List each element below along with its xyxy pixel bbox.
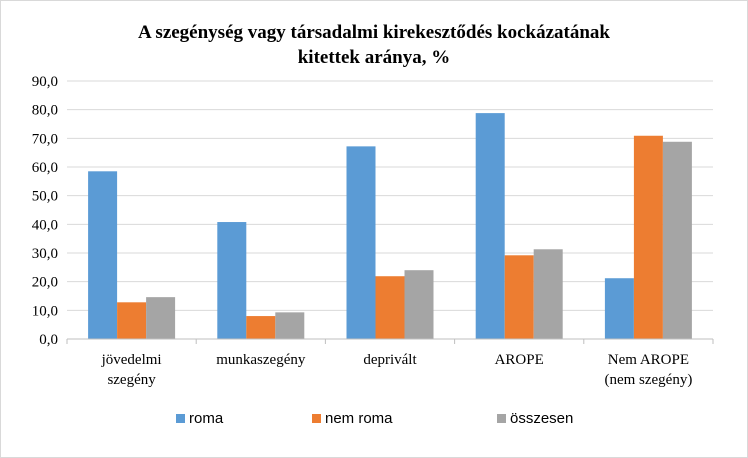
legend-swatch — [312, 414, 321, 423]
y-tick-label: 50,0 — [32, 189, 58, 205]
bar-összesen — [662, 141, 692, 339]
gridlines — [67, 80, 713, 311]
bar-nem-roma — [117, 302, 147, 339]
chart-title-line-1: A szegénység vagy társadalmi kirekesztőd… — [138, 22, 610, 43]
bar-összesen — [533, 249, 563, 339]
x-category-label: AROPE — [495, 352, 544, 368]
y-axis-ticks: 0,0 10,0 20,0 30,0 40,0 50,0 60,0 70,0 80,0 90,0 — [32, 74, 58, 348]
bar-nem-roma — [504, 255, 534, 339]
chart-title-line-2: kitettek aránya, % — [298, 47, 451, 68]
legend-label: roma — [189, 410, 224, 427]
bar-roma — [475, 113, 505, 340]
bar-összesen — [146, 297, 176, 339]
x-category-label: jövedelmi — [101, 352, 162, 368]
legend: roma nem roma összesen — [176, 410, 573, 427]
bar-roma — [604, 278, 634, 339]
bar-roma — [346, 146, 376, 339]
bar-nem-roma — [375, 276, 405, 339]
y-tick-label: 90,0 — [32, 74, 58, 90]
x-category-label: (nem szegény) — [604, 372, 692, 388]
y-tick-label: 70,0 — [32, 131, 58, 147]
y-tick-label: 80,0 — [32, 103, 58, 119]
legend-label: összesen — [510, 410, 573, 427]
x-axis-labels: jövedelmi szegény munkaszegény deprivált ARO… — [101, 352, 693, 388]
x-category-label: deprivált — [363, 352, 417, 368]
y-tick-label: 60,0 — [32, 160, 58, 176]
legend-label: nem roma — [325, 410, 393, 427]
bar-összesen — [404, 270, 434, 339]
bar-összesen — [275, 312, 305, 339]
bar-nem-roma — [246, 316, 276, 339]
bar-nem-roma — [633, 135, 663, 339]
x-category-label: Nem AROPE — [608, 352, 689, 368]
x-category-label: szegény — [107, 372, 156, 388]
legend-swatch — [497, 414, 506, 423]
x-axis — [66, 338, 714, 344]
y-tick-label: 10,0 — [32, 303, 58, 319]
y-tick-label: 0,0 — [39, 332, 58, 348]
legend-swatch — [176, 414, 185, 423]
bars — [88, 113, 692, 340]
bar-roma — [217, 222, 247, 339]
y-tick-label: 30,0 — [32, 246, 58, 262]
bar-roma — [88, 171, 118, 339]
y-tick-label: 20,0 — [32, 275, 58, 291]
y-tick-label: 40,0 — [32, 217, 58, 233]
x-category-label: munkaszegény — [216, 352, 306, 368]
